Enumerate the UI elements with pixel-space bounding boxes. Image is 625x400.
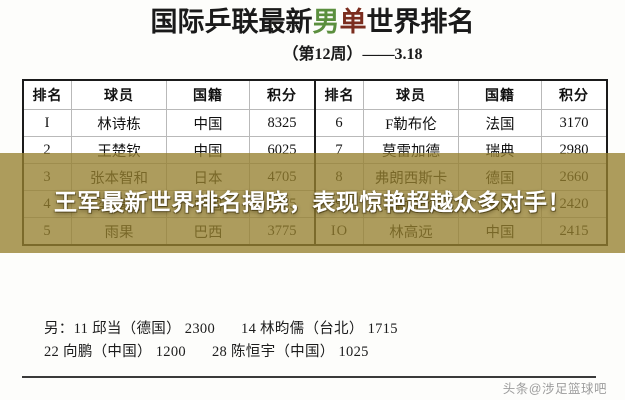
ranking-table-wrapper: 排名 球员 国籍 积分 排名 球员 国籍 积分 I 林诗栋 中国 8325 6: [22, 79, 608, 246]
column-header-rank-right: 排名: [314, 79, 364, 110]
cell-rank: 2: [22, 136, 72, 164]
cell-nation: 德国: [458, 163, 542, 191]
cell-nation: 日本: [166, 163, 250, 191]
cell-nation: 瑞典: [458, 136, 542, 164]
table-row: 2 王楚钦 中国 6025 7 莫雷加德 瑞典 2980: [22, 136, 608, 164]
cell-player: A勒布伦: [363, 190, 459, 218]
footnote-line-2: 22 向鹏（中国） 1200 28 陈恒宇（中国） 1025: [44, 341, 604, 364]
table-header-row: 排名 球员 国籍 积分 排名 球员 国籍 积分: [22, 79, 608, 110]
cell-points: 3170: [541, 109, 608, 137]
cell-rank: I: [22, 109, 72, 137]
column-header-player-right: 球员: [363, 79, 459, 110]
cell-player: 林高远: [363, 217, 459, 246]
ranking-table: 排名 球员 国籍 积分 排名 球员 国籍 积分 I 林诗栋 中国 8325 6: [22, 79, 608, 246]
cell-rank: 7: [314, 136, 364, 164]
cell-points: 6025: [249, 136, 316, 164]
cell-player: 雨果: [71, 217, 167, 246]
cell-player: 张本智和: [71, 163, 167, 191]
cell-nation: 巴西: [166, 217, 250, 246]
footnote-block: 另：11 邱当（德国） 2300 14 林昀儒（台北） 1715 22 向鹏（中国…: [44, 318, 604, 365]
title-highlight-singles: 单: [339, 7, 367, 37]
cell-points: 3775: [249, 217, 316, 246]
footnote-entry: 28 陈恒宇（中国） 1025: [211, 344, 369, 361]
cell-player: 弗朗西斯卡: [363, 163, 459, 191]
cell-rank: 3: [22, 163, 72, 191]
cell-rank: 5: [22, 217, 72, 246]
column-header-nation-left: 国籍: [166, 79, 250, 110]
cell-player: 莫雷加德: [363, 136, 459, 164]
cell-points: 4705: [249, 163, 316, 191]
title-block: 国际乒联最新男单世界排名 （第12周）——3.18: [0, 7, 625, 64]
cell-rank: 9: [314, 190, 364, 218]
table-row: 3 张本智和 日本 4705 8 弗朗西斯卡 德国 2660: [22, 163, 608, 191]
cell-nation: 中国: [458, 217, 542, 246]
column-header-points-right: 积分: [541, 79, 608, 110]
cell-player: F勒布伦: [363, 109, 459, 137]
cell-player: 王楚钦: [71, 136, 167, 164]
bottom-divider: [22, 376, 596, 378]
cell-points: 4375: [249, 190, 316, 218]
cell-nation: 中国: [166, 109, 250, 137]
cell-rank: IO: [314, 217, 364, 246]
cell-nation: 法国: [458, 109, 542, 137]
cell-points: 2420: [541, 190, 608, 218]
title-prefix: 国际乒联最新: [150, 7, 313, 37]
cell-rank: 4: [22, 190, 72, 218]
table-row: 5 雨果 巴西 3775 IO 林高远 中国 2415: [22, 217, 608, 246]
cell-nation: 中国: [166, 136, 250, 164]
footnote-line-1: 另：11 邱当（德国） 2300 14 林昀儒（台北） 1715: [44, 318, 604, 341]
cell-points: 2980: [541, 136, 608, 164]
cell-points: 2415: [541, 217, 608, 246]
table-row: 4 梁靖崑 中国 4375 9 A勒布伦 法国 2420: [22, 190, 608, 218]
watermark: 头条@涉足篮球吧: [502, 382, 607, 396]
cell-player: 林诗栋: [71, 109, 167, 137]
table-body: I 林诗栋 中国 8325 6 F勒布伦 法国 3170 2 王楚钦 中国 60…: [22, 109, 608, 246]
column-header-rank-left: 排名: [22, 79, 72, 110]
title-highlight-male: 男: [312, 7, 340, 37]
cell-rank: 8: [314, 163, 364, 191]
cell-nation: 法国: [458, 190, 542, 218]
cell-points: 8325: [249, 109, 316, 137]
cell-points: 2660: [541, 163, 608, 191]
title-suffix: 世界排名: [366, 7, 475, 37]
column-header-points-left: 积分: [249, 79, 316, 110]
column-header-player-left: 球员: [71, 79, 167, 110]
table-row: I 林诗栋 中国 8325 6 F勒布伦 法国 3170: [22, 109, 608, 137]
cell-player: 梁靖崑: [71, 190, 167, 218]
column-header-nation-right: 国籍: [458, 79, 542, 110]
cell-nation: 中国: [166, 190, 250, 218]
footnote-entry: 22 向鹏（中国） 1200: [44, 344, 186, 361]
footnote-entry: 14 林昀儒（台北） 1715: [241, 321, 398, 337]
page-subtitle: （第12周）——3.18: [282, 46, 423, 64]
cell-rank: 6: [314, 109, 364, 137]
page-title: 国际乒联最新男单世界排名: [0, 7, 625, 37]
footnote-entry: 另：11 邱当（德国） 2300: [44, 321, 216, 337]
